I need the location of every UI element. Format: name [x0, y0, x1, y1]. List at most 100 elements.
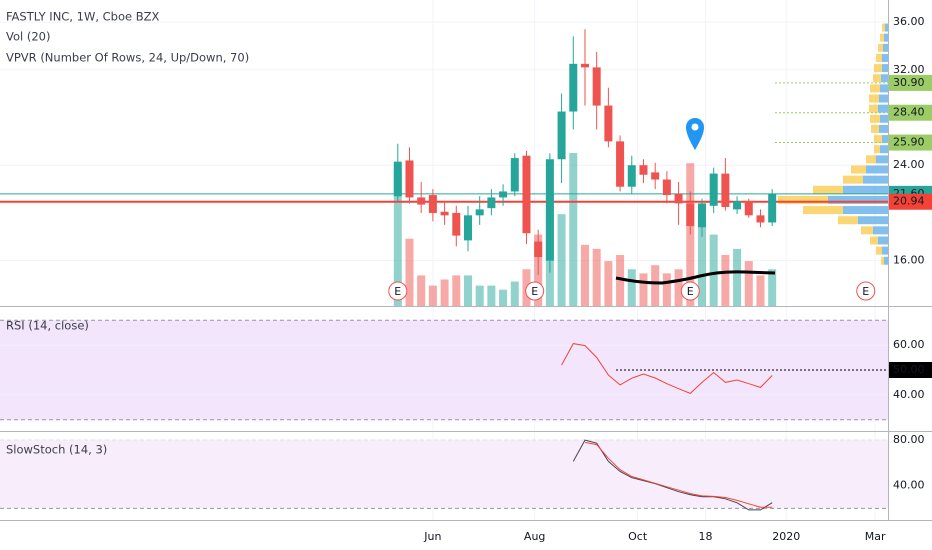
vpvr-up [885, 23, 888, 32]
band [0, 440, 888, 509]
vpvr-down [838, 216, 858, 225]
x-tick-label: Oct [628, 530, 648, 543]
vpvr-down [880, 33, 884, 42]
x-tick-label: 18 [698, 530, 712, 543]
vpvr-up [880, 145, 888, 154]
volume-bar [487, 285, 496, 306]
vpvr-up [880, 84, 888, 93]
vpvr-down [876, 53, 882, 62]
vpvr-up [873, 226, 888, 235]
x-tick-label: Jun [423, 530, 441, 543]
vpvr-down [803, 206, 843, 215]
volume-bar [580, 244, 589, 306]
candle-body [475, 209, 484, 216]
vpvr-up [858, 216, 888, 225]
level-label: 50.00 [893, 363, 925, 376]
vpvr-up [883, 43, 888, 52]
volume-bar [744, 261, 753, 306]
price-label: 30.90 [893, 76, 925, 89]
candle-body [709, 173, 718, 206]
candle-body [545, 159, 554, 261]
candle-body [639, 165, 648, 175]
vpvr-up [863, 175, 888, 184]
vpvr-up [828, 195, 888, 204]
vpvr-down [873, 74, 881, 83]
volume-bar [627, 269, 636, 306]
vpvr-down [870, 114, 880, 123]
vpvr-down [866, 155, 876, 164]
candle-body [487, 197, 496, 209]
pane-title: RSI (14, close) [6, 319, 89, 333]
vpvr-down [874, 135, 882, 144]
y-tick-label: 32.00 [893, 63, 925, 76]
x-tick-label: Mar [865, 530, 886, 543]
volume-bar [686, 163, 695, 306]
vpvr-down [881, 256, 884, 265]
price-label-bg [889, 134, 932, 151]
event-label: E [531, 285, 538, 298]
vpvr-down [871, 124, 879, 133]
vpvr-down [851, 165, 866, 174]
y-tick-label: 40.00 [893, 388, 925, 401]
legend-item: Vol (20) [6, 30, 50, 44]
event-label: E [394, 285, 401, 298]
y-tick-label: 60.00 [893, 338, 925, 351]
vpvr-up [880, 114, 888, 123]
vpvr-up [882, 135, 888, 144]
candle-body [510, 158, 519, 192]
vpvr-down [861, 226, 873, 235]
volume-bar [709, 234, 718, 306]
vpvr-up [884, 33, 888, 42]
event-marker [525, 281, 545, 301]
plot-layer: Jun Aug Oct 18 2020 Mar 36.00 32.00 24.00 16.00 60… [0, 15, 932, 543]
price-label: 25.90 [893, 136, 925, 149]
volume-bar [616, 255, 625, 306]
vpvr-up [879, 94, 888, 103]
volume-bar [393, 169, 402, 306]
vpvr-down [874, 64, 882, 73]
vpvr-up [882, 64, 888, 73]
volume-bar [557, 214, 566, 306]
volume-bar [756, 275, 765, 306]
pane-title: SlowStoch (14, 3) [6, 443, 107, 457]
symbol-title: FASTLY INC, 1W, Cboe BZX [6, 10, 160, 24]
candle-body [697, 203, 706, 228]
vpvr-up [843, 206, 888, 215]
vpvr-up [881, 74, 888, 83]
volume-bar [510, 281, 519, 306]
y-tick-label: 40.00 [893, 479, 925, 492]
price-label-bg [889, 104, 932, 121]
candle-body [674, 193, 683, 204]
volume-bar [721, 255, 730, 306]
volume-bar [463, 275, 472, 306]
candle-body [616, 141, 625, 187]
candle-body [627, 165, 636, 187]
candle-body [756, 215, 765, 223]
volume-bar [733, 248, 742, 306]
price-label: 20.94 [893, 195, 925, 208]
candle-body [768, 193, 777, 223]
volume-bar [475, 285, 484, 306]
vpvr-up [879, 124, 888, 133]
vpvr-down [878, 43, 883, 52]
candle-body [405, 160, 414, 198]
location-pin [686, 118, 704, 150]
y-tick-label: 80.00 [893, 433, 925, 446]
volume-bar [604, 261, 613, 306]
candle-body [557, 111, 566, 160]
y-tick-label: 36.00 [893, 15, 925, 28]
event-marker [856, 281, 876, 301]
vpvr-up [878, 236, 888, 245]
volume-bar [499, 289, 508, 306]
vpvr-down [882, 23, 885, 32]
indicator-line [572, 439, 773, 511]
event-label: E [862, 285, 869, 298]
candle-body [499, 191, 508, 198]
candle-body [604, 105, 613, 142]
legend-item: VPVR (Number Of Rows, 24, Up/Down, 70) [6, 51, 249, 65]
x-tick-label: 2020 [772, 530, 800, 543]
candle-body [534, 241, 543, 258]
x-tick-label: Aug [524, 530, 545, 543]
vpvr-up [878, 104, 888, 113]
